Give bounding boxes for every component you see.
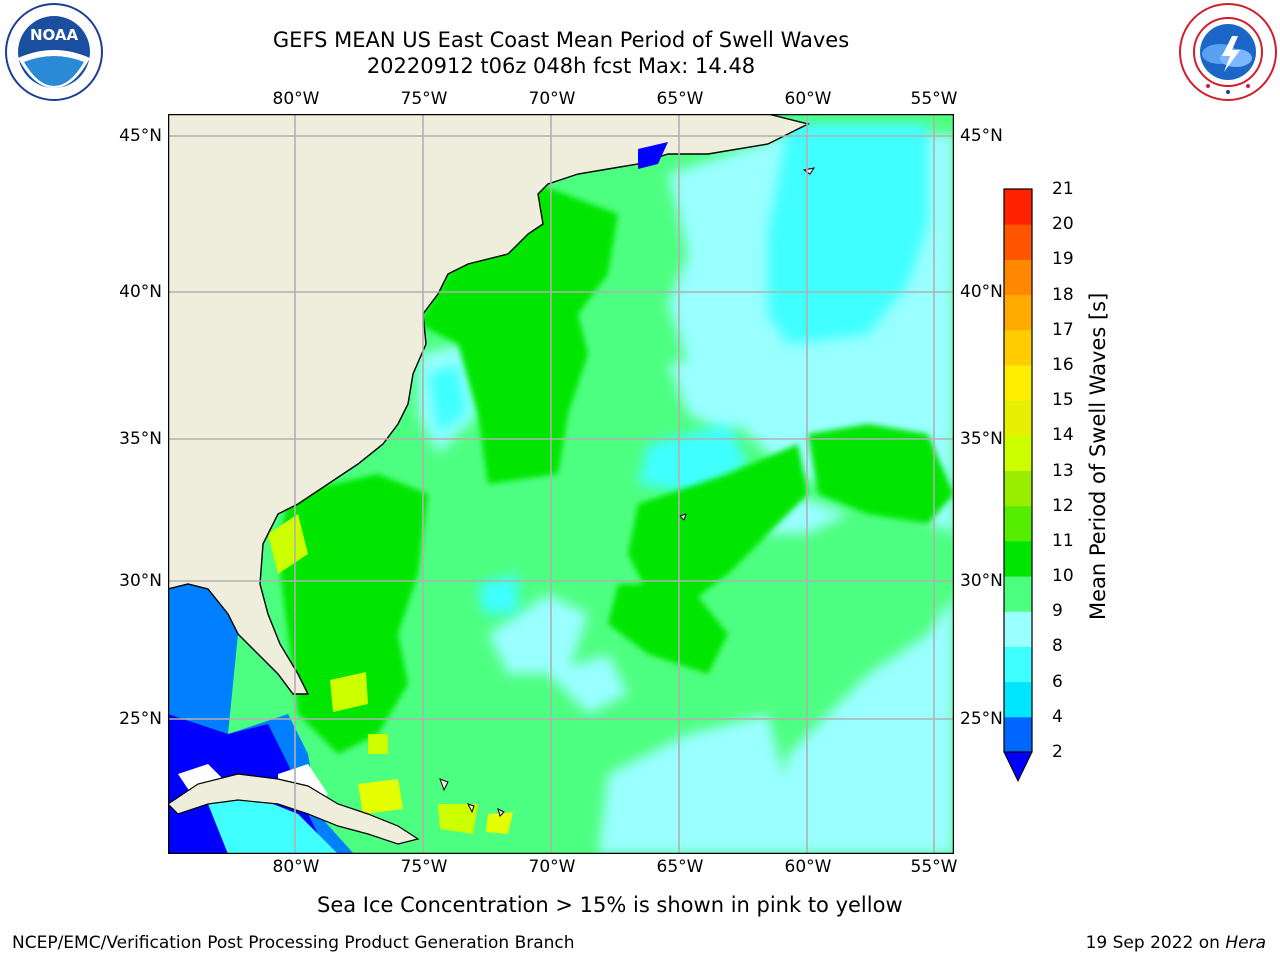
nws-logo-icon <box>1178 2 1278 102</box>
colorbar-frame <box>1003 188 1033 753</box>
colorbar-segment <box>1004 646 1032 683</box>
colorbar-tick-label: 19 <box>1052 249 1074 270</box>
map-title: GEFS MEAN US East Coast Mean Period of S… <box>272 28 850 52</box>
colorbar-segment <box>1004 435 1032 471</box>
map-frame <box>167 113 955 855</box>
colorbar-segment <box>1004 224 1032 260</box>
colorbar-segment <box>1004 189 1032 225</box>
lon-tick-top: 80°W <box>272 89 320 109</box>
field-12-14 <box>268 514 513 834</box>
lon-tick-bottom: 75°W <box>400 857 448 877</box>
colorbar-segment <box>1004 329 1032 366</box>
lon-tick-bottom: 80°W <box>272 857 320 877</box>
colorbar-tick-label: 15 <box>1052 390 1074 411</box>
lat-tick-left: 35°N <box>119 429 162 449</box>
colorbar-tick-label: 16 <box>1052 354 1074 375</box>
colorbar <box>1000 187 1036 787</box>
field-2-4-fundy <box>638 142 668 169</box>
lat-tick-left: 40°N <box>119 282 162 302</box>
colorbar-ticks: 2 4 6 8 9 10 11 12 13 14 15 16 17 18 19 20 21 <box>1052 0 1092 960</box>
islands <box>439 167 816 817</box>
colorbar-tick-label: 18 <box>1052 284 1074 305</box>
field-6-8 <box>428 124 928 614</box>
sea-ice-note: Sea Ice Concentration > 15% is shown in … <box>317 893 903 917</box>
colorbar-segment <box>1004 505 1032 542</box>
colorbar-tick-label: 17 <box>1052 319 1074 340</box>
colorbar-extend-arrow <box>1003 751 1033 783</box>
colorbar-tick-label: 8 <box>1052 636 1063 657</box>
colorbar-segment <box>1004 294 1032 331</box>
lon-tick-top: 55°W <box>910 89 958 109</box>
lat-tick-left: 30°N <box>119 571 162 591</box>
footer-date-text: 19 Sep 2022 on <box>1085 933 1226 953</box>
colorbar-segment <box>1004 576 1032 612</box>
lat-tick-right: 30°N <box>960 571 1003 591</box>
graticule <box>168 114 954 854</box>
svg-text:NOAA: NOAA <box>30 26 79 44</box>
lat-tick-right: 25°N <box>960 709 1003 729</box>
colorbar-segments <box>1004 189 1032 753</box>
coastline <box>168 114 811 695</box>
colorbar-segment <box>1004 364 1032 401</box>
lon-tick-top: 75°W <box>400 89 448 109</box>
lat-tick-left: 25°N <box>119 709 162 729</box>
coastline-cuba <box>168 773 420 845</box>
colorbar-segment <box>1004 259 1032 296</box>
colorbar-tick-label: 13 <box>1052 460 1074 481</box>
colorbar-tick-label: 10 <box>1052 566 1074 587</box>
colorbar-tick-label: 12 <box>1052 495 1074 516</box>
lat-tick-right: 35°N <box>960 429 1003 449</box>
colorbar-segment <box>1004 400 1032 436</box>
colorbar-tick-label: 14 <box>1052 425 1074 446</box>
colorbar-tick-label: 21 <box>1052 179 1074 199</box>
colorbar-tick-label: 6 <box>1052 671 1063 692</box>
lat-tick-right: 45°N <box>960 126 1003 146</box>
colorbar-tick-label: 4 <box>1052 706 1063 727</box>
swell-period-map <box>167 113 955 855</box>
colorbar-tick-label: 9 <box>1052 601 1063 622</box>
lon-tick-top: 65°W <box>656 89 704 109</box>
colorbar-segment <box>1004 681 1032 718</box>
lat-tick-left: 45°N <box>119 126 162 146</box>
footer-date: 19 Sep 2022 on Hera <box>1086 932 1266 954</box>
colorbar-tick-label: 11 <box>1052 530 1074 551</box>
land-north-america <box>168 114 808 694</box>
colorbar-tick-label: 2 <box>1052 742 1063 762</box>
footer-machine: Hera <box>1225 933 1266 953</box>
lon-tick-bottom: 60°W <box>784 857 832 877</box>
lon-tick-top: 60°W <box>784 89 832 109</box>
lon-tick-bottom: 70°W <box>528 857 576 877</box>
colorbar-tick-label: 20 <box>1052 214 1074 235</box>
noaa-logo-icon: NOAA <box>4 2 104 102</box>
footer-credit: NCEP/EMC/Verification Post Processing Pr… <box>12 933 575 953</box>
colorbar-segment <box>1004 611 1032 647</box>
lat-tick-right: 40°N <box>960 282 1003 302</box>
colorbar-segment <box>1004 470 1032 507</box>
map-subtitle: 20220912 t06z 048h fcst Max: 14.48 <box>366 54 756 78</box>
lon-tick-top: 70°W <box>528 89 576 109</box>
colorbar-segment <box>1004 540 1032 577</box>
lon-tick-bottom: 55°W <box>910 857 958 877</box>
colorbar-segment <box>1004 716 1032 753</box>
colorbar-label: Mean Period of Swell Waves [s] <box>1086 292 1110 620</box>
lon-tick-bottom: 65°W <box>656 857 704 877</box>
